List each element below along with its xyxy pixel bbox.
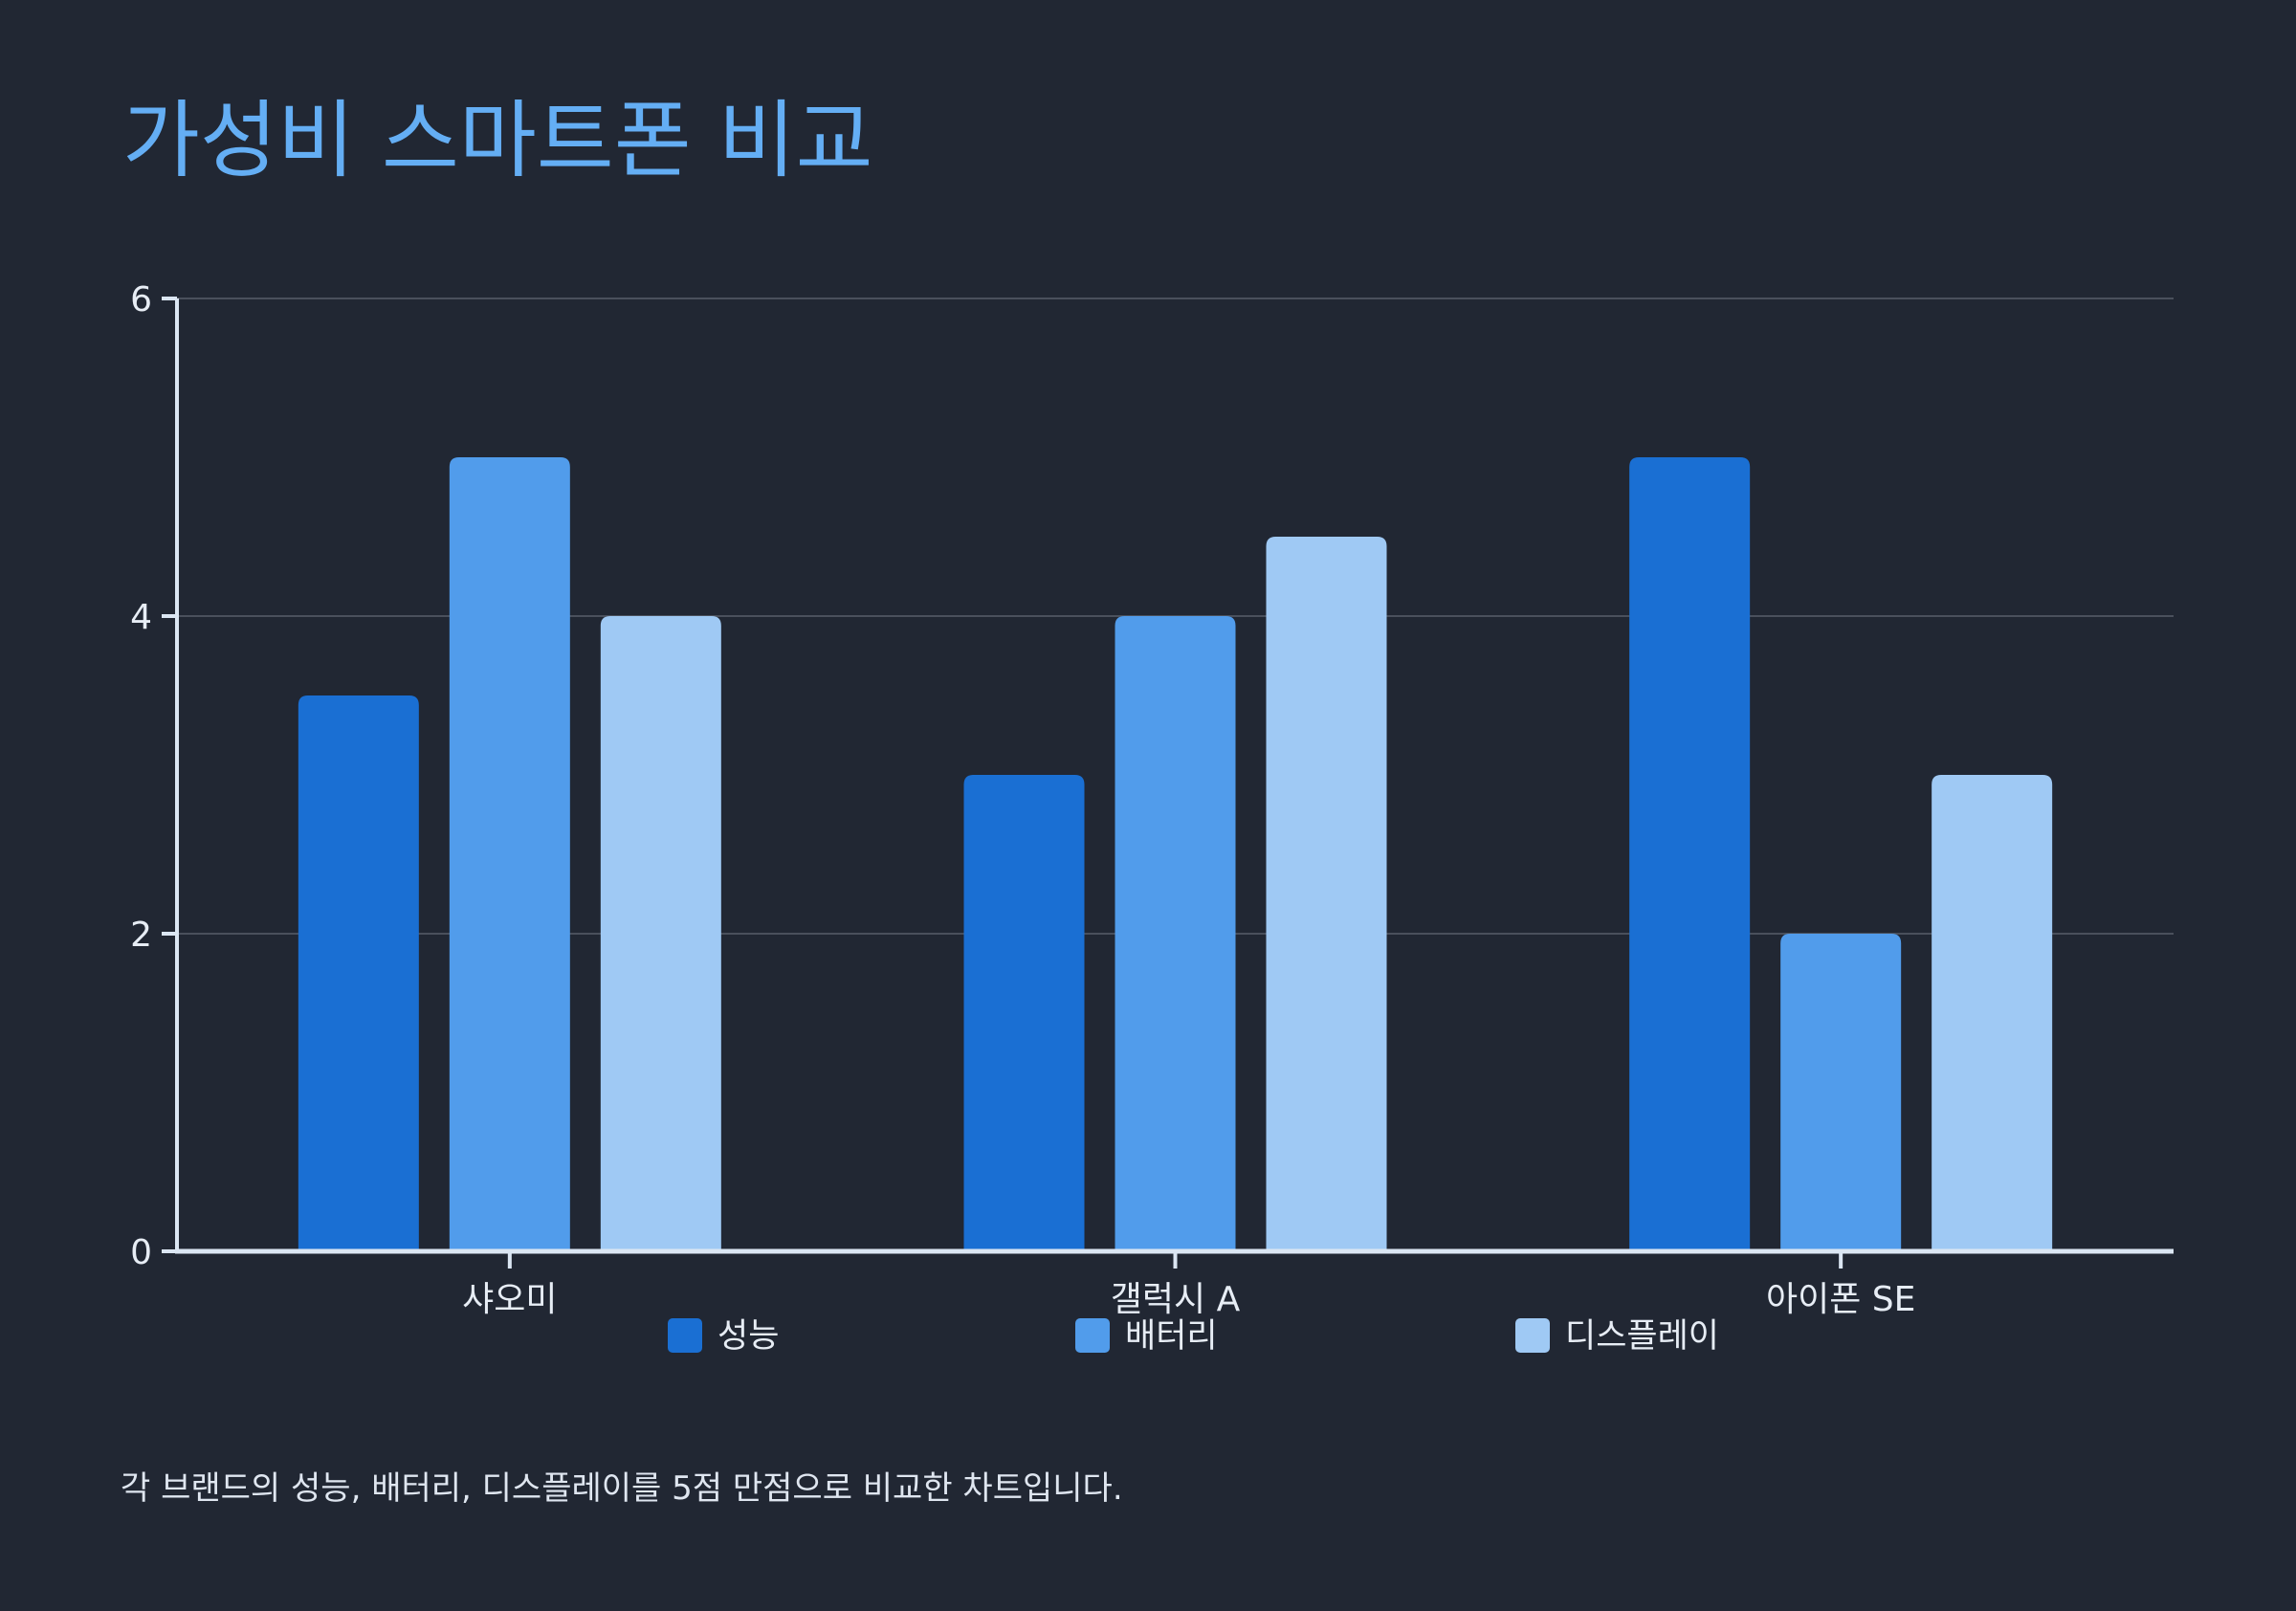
bar-1-2 <box>449 457 570 1251</box>
legend: 성능 배터리 디스플레이 <box>668 1317 1719 1356</box>
tick-labels: 0 2 4 6 샤오미 갤럭시 A 아이폰 SE <box>130 280 1915 1319</box>
axes <box>162 297 2174 1269</box>
bar-3-2 <box>1780 934 1902 1251</box>
legend-item: 디스플레이 <box>1515 1317 1719 1356</box>
legend-label: 배터리 <box>1125 1317 1218 1356</box>
bars <box>298 457 2053 1251</box>
chart-title: 가성비 스마트폰 비교 <box>122 91 873 189</box>
chart-caption: 각 브랜드의 성능, 배터리, 디스플레이를 5점 만점으로 비교한 차트입니다… <box>121 1469 1123 1508</box>
legend-label: 디스플레이 <box>1565 1317 1719 1356</box>
bar-1-1 <box>298 695 419 1251</box>
legend-swatch <box>668 1318 702 1353</box>
y-tick-label: 6 <box>130 280 152 320</box>
y-tick-label: 0 <box>130 1233 152 1272</box>
x-tick-label: 샤오미 <box>462 1280 557 1319</box>
legend-label: 성능 <box>718 1317 779 1356</box>
bar-1-3 <box>600 616 721 1251</box>
bar-2-2 <box>1115 616 1236 1251</box>
bar-3-1 <box>1629 457 1751 1251</box>
x-tick-label: 아이폰 SE <box>1766 1280 1915 1319</box>
y-tick-label: 4 <box>130 598 152 637</box>
bar-3-3 <box>1932 775 2053 1251</box>
legend-item: 배터리 <box>1075 1317 1218 1356</box>
legend-swatch <box>1075 1318 1110 1353</box>
y-tick-label: 2 <box>130 916 152 955</box>
x-tick-label: 갤럭시 A <box>1111 1280 1241 1319</box>
bar-2-1 <box>963 775 1085 1251</box>
legend-swatch <box>1515 1318 1550 1353</box>
legend-item: 성능 <box>668 1317 779 1356</box>
bar-2-3 <box>1266 537 1387 1251</box>
